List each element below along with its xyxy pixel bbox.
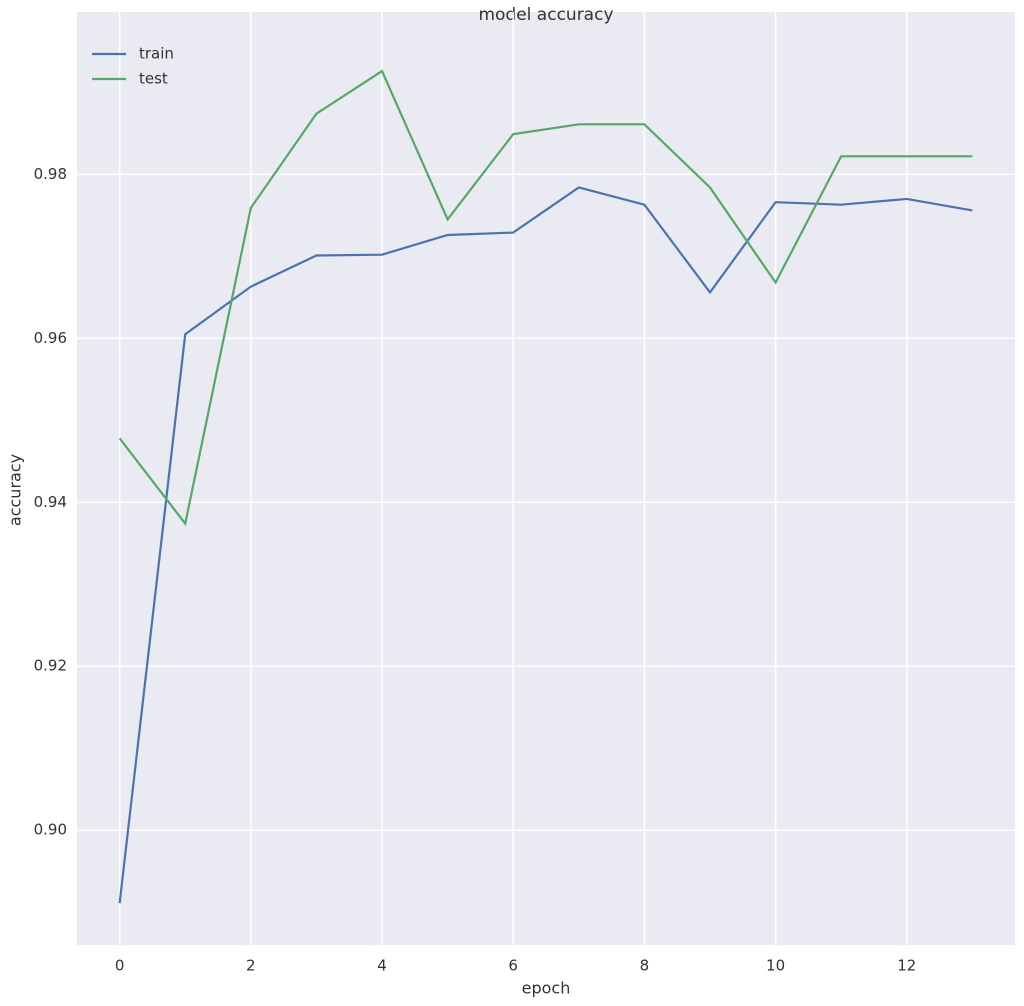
x-tick-label: 2 [246,957,256,975]
y-tick-label: 0.96 [34,329,67,347]
x-tick-label: 10 [766,957,785,975]
line-series [118,186,973,904]
x-tick-label: 0 [115,957,125,975]
y-tick-label: 0.90 [34,821,67,839]
y-axis-label: accuracy [6,454,25,526]
y-tick-label: 0.98 [34,165,67,183]
x-axis-label: epoch [522,979,571,998]
x-tick-label: 6 [508,957,518,975]
x-tick-label: 8 [640,957,650,975]
chart-title: model accuracy [478,5,613,25]
legend-label: train [139,45,174,63]
y-tick-label: 0.92 [34,657,67,675]
y-tick-label: 0.94 [34,493,67,511]
legend-label: test [139,70,168,88]
x-tick-label: 4 [377,957,387,975]
line-series [118,69,973,527]
plot-area [77,12,1015,945]
x-tick-label: 12 [897,957,916,975]
